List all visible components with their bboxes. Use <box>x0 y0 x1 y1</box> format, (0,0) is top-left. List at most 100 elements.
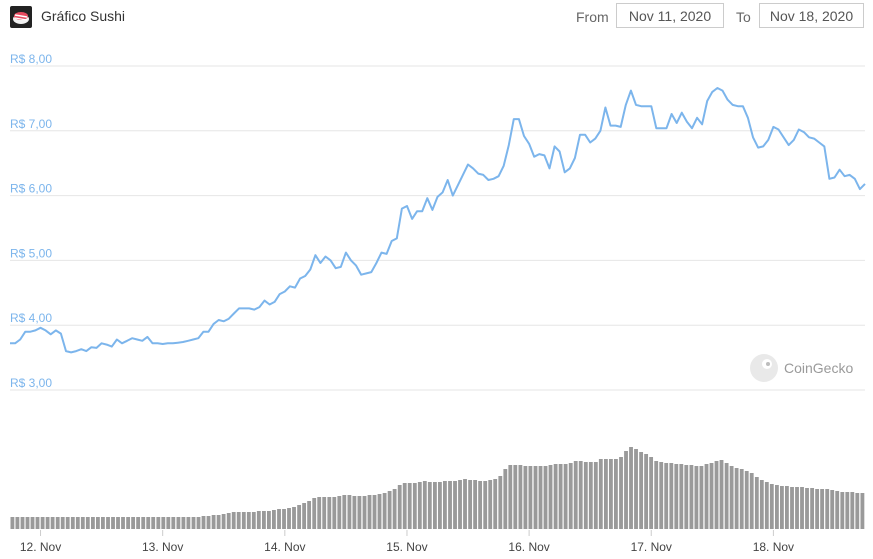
volume-bar <box>348 495 352 529</box>
volume-bar <box>679 464 683 529</box>
volume-bar <box>227 513 231 529</box>
volume-bar <box>131 517 135 529</box>
y-tick-label: R$ 5,00 <box>10 246 52 260</box>
volume-bar <box>242 512 246 529</box>
volume-bar <box>805 488 809 529</box>
volume-bar <box>207 516 211 529</box>
volume-bar <box>393 489 397 529</box>
volume-bar <box>760 480 764 529</box>
volume-bar <box>166 517 170 529</box>
volume-bar <box>332 497 336 529</box>
x-tick-label: 17. Nov <box>631 540 672 554</box>
volume-bar <box>554 464 558 529</box>
volume-bar <box>664 463 668 529</box>
volume-bar <box>755 477 759 529</box>
volume-bar <box>111 517 115 529</box>
volume-bar <box>488 480 492 529</box>
volume-bar <box>845 492 849 529</box>
volume-bar <box>433 482 437 529</box>
volume-bar <box>634 449 638 529</box>
volume-bar <box>584 462 588 529</box>
volume-bar <box>222 514 226 529</box>
volume-bar <box>297 505 301 529</box>
volume-bar <box>237 512 241 529</box>
y-axis-ticks: R$ 3,00 R$ 4,00 R$ 5,00 R$ 6,00 R$ 7,00 R$ 8,… <box>10 52 52 390</box>
volume-bar <box>287 508 291 529</box>
volume-bar <box>775 485 779 529</box>
volume-bar <box>770 484 774 529</box>
volume-bar <box>51 517 55 529</box>
volume-bar <box>855 493 859 529</box>
volume-bar <box>710 463 714 529</box>
volume-bar <box>177 517 181 529</box>
volume-bar <box>151 517 155 529</box>
volume-bar <box>101 517 105 529</box>
volume-bar <box>674 464 678 529</box>
volume-bar <box>81 517 85 529</box>
volume-bar <box>780 486 784 529</box>
volume-bar <box>61 517 65 529</box>
volume-bar <box>594 462 598 529</box>
volume-bar <box>31 517 35 529</box>
volume-bar <box>192 517 196 529</box>
volume-bar <box>292 507 296 529</box>
volume-bar <box>252 512 256 529</box>
volume-bar <box>835 491 839 529</box>
volume-bar <box>850 492 854 529</box>
volume-bar <box>589 462 593 529</box>
x-tick-label: 13. Nov <box>142 540 183 554</box>
volume-bar <box>820 489 824 529</box>
volume-bar <box>544 466 548 529</box>
volume-bar <box>529 466 533 529</box>
volume-bars <box>11 447 865 529</box>
volume-bar <box>383 493 387 529</box>
volume-bar <box>448 481 452 529</box>
volume-bar <box>182 517 186 529</box>
volume-bar <box>654 461 658 529</box>
x-tick-label: 12. Nov <box>20 540 61 554</box>
volume-bar <box>800 487 804 529</box>
volume-bar <box>700 466 704 529</box>
y-tick-label: R$ 4,00 <box>10 311 52 325</box>
volume-bar <box>161 517 165 529</box>
volume-bar <box>282 509 286 529</box>
volume-bar <box>41 517 45 529</box>
volume-bar <box>644 454 648 529</box>
y-tick-label: R$ 7,00 <box>10 117 52 131</box>
volume-bar <box>493 479 497 529</box>
volume-bar <box>322 497 326 529</box>
volume-bar <box>141 517 145 529</box>
volume-bar <box>604 459 608 529</box>
volume-bar <box>217 515 221 529</box>
volume-bar <box>418 482 422 529</box>
volume-bar <box>735 468 739 529</box>
volume-bar <box>121 517 125 529</box>
volume-bar <box>614 459 618 529</box>
volume-bar <box>564 464 568 529</box>
watermark-text: CoinGecko <box>784 360 853 376</box>
volume-bar <box>659 462 663 529</box>
volume-bar <box>619 457 623 529</box>
volume-bar <box>815 489 819 529</box>
volume-bar <box>684 465 688 529</box>
volume-bar <box>519 465 523 529</box>
volume-bar <box>609 459 613 529</box>
volume-bar <box>629 447 633 529</box>
volume-bar <box>66 517 70 529</box>
x-axis-ticks: 12. Nov 13. Nov 14. Nov 15. Nov 16. Nov 17. N… <box>20 530 794 554</box>
volume-bar <box>705 464 709 529</box>
volume-bar <box>317 497 321 529</box>
volume-bar <box>463 479 467 529</box>
volume-bar <box>473 480 477 529</box>
volume-bar <box>478 481 482 529</box>
volume-bar <box>247 512 251 529</box>
volume-bar <box>458 480 462 529</box>
volume-bar <box>599 459 603 529</box>
volume-bar <box>403 483 407 529</box>
volume-bar <box>725 463 729 529</box>
volume-bar <box>745 471 749 529</box>
volume-bar <box>861 493 865 529</box>
volume-bar <box>715 461 719 529</box>
volume-bar <box>639 452 643 529</box>
volume-bar <box>36 517 40 529</box>
